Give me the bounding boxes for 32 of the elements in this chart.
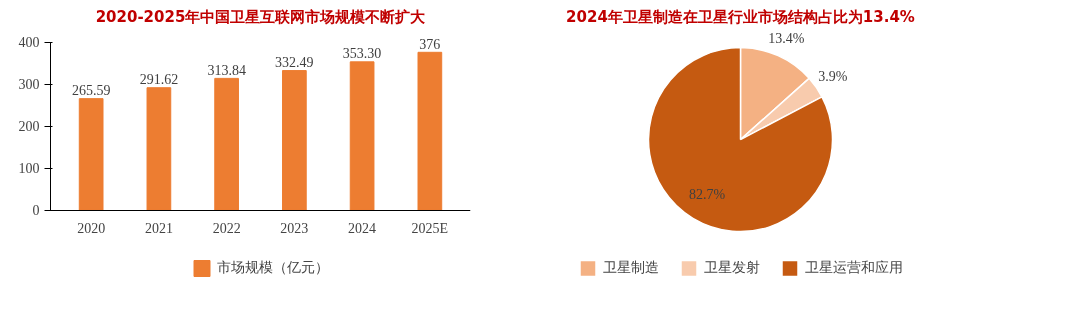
x-tick-label: 2025E [411,221,449,237]
bar [146,87,172,211]
x-tick-label: 2020 [77,221,106,237]
data-label: 291.62 [139,72,179,88]
data-label: 13.4% [768,30,805,46]
data-label: 265.59 [71,83,111,99]
data-label: 332.49 [275,55,314,71]
legend-label: 市场规模（亿元） [216,259,329,277]
x-tick-label: 2021 [144,221,173,237]
legend-label: 卫星发射 [703,259,760,277]
bar [282,70,307,211]
x-tick-label: 2022 [212,221,241,237]
bar [214,77,239,211]
y-tick-label: 100 [18,161,40,177]
data-label: 376 [419,36,441,52]
bar [349,61,375,211]
bar [417,51,443,211]
y-tick-label: 200 [18,119,40,135]
data-label: 3.9% [818,68,848,84]
chart-title: 2024年卫星制造在卫星行业市场结构占比为13.4% [566,7,915,26]
bar [78,98,104,211]
y-tick-label: 300 [18,77,40,93]
chart-title: 2020-2025年中国卫星互联网市场规模不断扩大 [95,7,427,26]
legend-label: 卫星制造 [602,259,659,277]
data-label: 313.84 [207,63,246,79]
data-label: 353.30 [342,46,382,62]
x-tick-label: 2023 [280,221,309,237]
y-tick-label: 0 [32,203,40,219]
x-tick-label: 2024 [348,221,377,237]
legend-label: 卫星运营和应用 [804,259,903,277]
data-label: 82.7% [689,186,726,202]
y-tick-label: 400 [18,35,40,51]
